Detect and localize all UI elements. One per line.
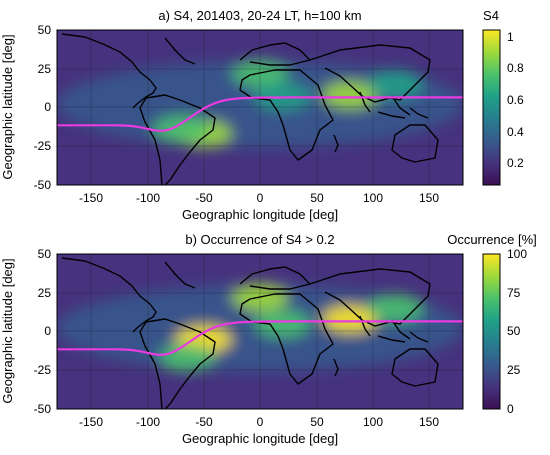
panel-a-map bbox=[57, 30, 463, 185]
panel-b-colorbar-tick: 0 bbox=[507, 402, 514, 416]
panel-a-xlabel: Geographic longitude [deg] bbox=[182, 207, 338, 222]
heatmap-hotspot bbox=[152, 115, 210, 144]
panel-a-ytick: 25 bbox=[38, 62, 52, 76]
panel-b-x-axis: -150 -100 -50 0 50 100 150 bbox=[79, 415, 439, 429]
panel-a-xtick: -100 bbox=[136, 191, 160, 205]
panel-b-xtick: -100 bbox=[136, 415, 160, 429]
panel-b-xtick: 0 bbox=[257, 415, 264, 429]
panel-b-ytick: 25 bbox=[38, 286, 52, 300]
panel-a-ytick: 50 bbox=[38, 23, 52, 37]
panel-b-ytick: 0 bbox=[44, 324, 51, 338]
panel-a-title: a) S4, 201403, 20-24 LT, h=100 km bbox=[158, 8, 361, 23]
panel-a-y-axis: 50 25 0 -25 -50 bbox=[34, 23, 52, 192]
panel-b-ytick: 50 bbox=[38, 247, 52, 261]
panel-b: b) Occurrence of S4 > 0.2 bbox=[0, 232, 537, 446]
panel-b-xlabel: Geographic longitude [deg] bbox=[182, 431, 338, 446]
panel-b-map bbox=[57, 254, 463, 409]
panel-b-colorbar-gradient bbox=[482, 253, 501, 410]
panel-b-xtick: 50 bbox=[310, 415, 324, 429]
panel-a-ylabel: Geographic latitude [deg] bbox=[0, 34, 15, 179]
panel-b-xtick: 100 bbox=[363, 415, 383, 429]
panel-a-colorbar-tick: 1 bbox=[507, 30, 514, 44]
panel-b-y-axis: 50 25 0 -25 -50 bbox=[34, 247, 52, 416]
panel-b-colorbar-label: Occurrence [%] bbox=[447, 232, 537, 247]
panel-a-coastlines bbox=[61, 33, 439, 185]
panel-a-colorbar-tick: 0.6 bbox=[507, 93, 524, 107]
panel-a-magnetic-equator bbox=[57, 96, 463, 132]
panel-a-ytick: -50 bbox=[34, 178, 52, 192]
panel-b-colorbar-tick: 25 bbox=[507, 363, 521, 377]
panel-a-ytick: -25 bbox=[34, 139, 52, 153]
panel-b-frame bbox=[56, 253, 464, 410]
panel-a-xtick: 150 bbox=[419, 191, 439, 205]
heatmap-hotspot bbox=[158, 343, 216, 372]
panel-b-ytick: -50 bbox=[34, 402, 52, 416]
panel-b-colorbar: Occurrence [%] 100 75 50 25 0 bbox=[447, 232, 537, 416]
panel-a-colorbar-gradient bbox=[482, 29, 501, 186]
panel-b-colorbar-tick: 100 bbox=[507, 247, 527, 261]
panel-b-coastlines bbox=[61, 257, 439, 409]
panel-a-ytick: 0 bbox=[44, 100, 51, 114]
panel-b-title: b) Occurrence of S4 > 0.2 bbox=[185, 232, 334, 247]
panel-b-ylabel: Geographic latitude [deg] bbox=[0, 258, 15, 403]
panel-b-xtick: 150 bbox=[419, 415, 439, 429]
panel-a-xtick: 50 bbox=[310, 191, 324, 205]
panel-a-xtick: 0 bbox=[257, 191, 264, 205]
panel-b-colorbar-tick: 50 bbox=[507, 324, 521, 338]
panel-a-xtick: -50 bbox=[195, 191, 213, 205]
panel-b-xtick: -150 bbox=[79, 415, 103, 429]
panel-a-colorbar-label: S4 bbox=[483, 8, 499, 23]
panel-b-colorbar-tick: 75 bbox=[507, 286, 521, 300]
panel-b-ytick: -25 bbox=[34, 363, 52, 377]
panel-a-colorbar-tick: 0.4 bbox=[507, 125, 524, 139]
panel-a-colorbar: S4 1 0.8 0.6 0.4 0.2 bbox=[482, 8, 524, 186]
panel-b-magnetic-equator bbox=[57, 320, 463, 356]
panel-a-x-axis: -150 -100 -50 0 50 100 150 bbox=[79, 191, 439, 205]
panel-a-xtick: 100 bbox=[363, 191, 383, 205]
panel-a-xtick: -150 bbox=[79, 191, 103, 205]
panel-a-colorbar-tick: 0.8 bbox=[507, 61, 524, 75]
heatmap-hotspot bbox=[254, 309, 311, 338]
panel-a-colorbar-tick: 0.2 bbox=[507, 156, 524, 170]
panel-a-frame bbox=[56, 29, 464, 186]
panel-a: a) S4, 201403, 20-24 LT, h=100 km bbox=[0, 8, 524, 222]
panel-b-xtick: -50 bbox=[195, 415, 213, 429]
